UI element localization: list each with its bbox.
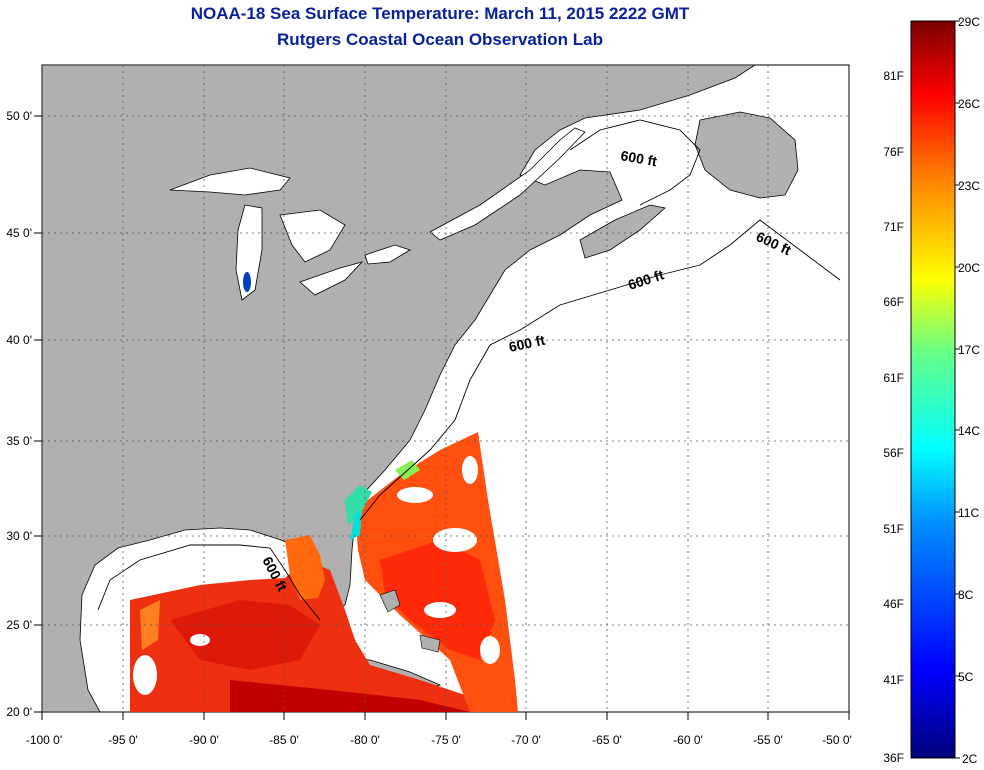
lat-tick-label: 50 0' [6,109,32,123]
lat-tick-label: 40 0' [6,333,32,347]
colorbar-fahrenheit-label: 66F [883,295,904,309]
lon-tick-label: -90 0' [189,733,219,747]
colorbar-fahrenheit-label: 46F [883,597,904,611]
lat-tick-label: 25 0' [6,618,32,632]
lat-tick-label: 35 0' [6,434,32,448]
lon-tick-label: -80 0' [350,733,380,747]
colorbar-fahrenheit-label: 36F [883,751,904,765]
colorbar-celsius-label: 29C [958,15,980,29]
bahamas [379,589,401,613]
isobath-600ft-shelf [569,119,701,206]
colorbar-celsius-label: 20C [958,261,980,275]
colorbar-fahrenheit-label: 56F [883,446,904,460]
lake-michigan-sst [243,272,251,292]
graticule [42,65,849,712]
map-subtitle: Rutgers Coastal Ocean Observation Lab [277,30,603,49]
contour-label: 600 ft [507,332,546,355]
colorbar-celsius-label: 26C [958,97,980,111]
lon-tick-label: -65 0' [592,733,622,747]
colorbar-celsius-label: 8C [958,588,974,602]
lon-tick-label: -60 0' [673,733,703,747]
lat-tick-label: 20 0' [6,705,32,719]
st-lawrence [429,127,586,241]
lon-tick-label: -70 0' [511,733,541,747]
colorbar-fahrenheit-label: 41F [883,673,904,687]
colorbar-fahrenheit-label: 51F [883,522,904,536]
colorbar-celsius-label: 23C [958,179,980,193]
colorbar-celsius-label: 14C [958,424,980,438]
land-mass [42,65,756,712]
sst-data [130,432,518,712]
lake-erie [299,261,364,296]
lake-huron [279,209,346,263]
lon-tick-label: -55 0' [753,733,783,747]
isobath-600ft-gulf [97,544,321,621]
lon-tick-label: -85 0' [269,733,299,747]
colorbar-fahrenheit-label: 71F [883,220,904,234]
colorbar-celsius-label: 5C [958,670,974,684]
colorbar-celsius-label: 17C [958,343,980,357]
colorbar-fahrenheit-label: 81F [883,69,904,83]
colorbar-fahrenheit-label: 61F [883,371,904,385]
lat-tick-label: 30 0' [6,529,32,543]
colorbar-fahrenheit-label: 76F [883,145,904,159]
map-title: NOAA-18 Sea Surface Temperature: March 1… [190,4,690,23]
lake-ontario [364,244,411,265]
bahamas-south [419,634,441,653]
lake-superior [169,167,291,196]
tick-marks [34,115,850,720]
lake-michigan [235,204,263,301]
lon-tick-label: -75 0' [431,733,461,747]
newfoundland [694,111,799,199]
contour-label: 600 ft [619,147,658,169]
colorbar [910,20,956,759]
lat-tick-label: 45 0' [6,226,32,240]
nova-scotia [579,204,666,259]
colorbar-ticks [955,20,960,759]
lon-tick-label: -100 0' [26,733,62,747]
colorbar-celsius-label: 2C [962,752,978,766]
lon-tick-label: -95 0' [108,733,138,747]
isobath-600ft-atlantic [359,219,841,521]
colorbar-celsius-label: 11C [958,506,979,520]
lon-tick-label: -50 0' [822,733,852,747]
